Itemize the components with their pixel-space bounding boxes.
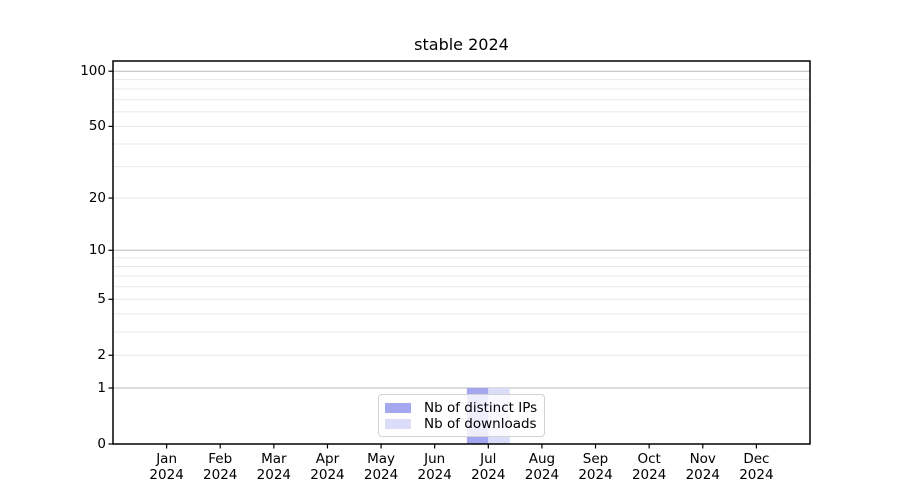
y-tick-label: 0 [97, 436, 106, 452]
legend-item-downloads: Nb of downloads [385, 416, 537, 432]
x-tick-label: Jan 2024 [149, 451, 184, 483]
x-tick-label: Sep 2024 [578, 451, 613, 483]
x-tick-label: Mar 2024 [256, 451, 292, 483]
y-tick-label: 1 [97, 380, 106, 396]
x-tick-label: Dec 2024 [739, 451, 774, 483]
x-tick-label: May 2024 [363, 451, 399, 483]
legend-item-distinct-ips: Nb of distinct IPs [385, 400, 538, 416]
x-tick-label: Jun 2024 [417, 451, 452, 483]
y-tick-label: 10 [88, 242, 106, 259]
x-tick-label: Apr 2024 [310, 451, 345, 483]
y-tick-label: 100 [80, 63, 106, 80]
x-tick-label: Oct 2024 [631, 451, 667, 483]
legend-swatch-downloads [385, 419, 411, 429]
x-tick-label: Jul 2024 [471, 451, 506, 483]
plot-border [112, 60, 811, 445]
x-tick-label: Feb 2024 [203, 451, 238, 483]
x-tick-label: Nov 2024 [685, 451, 720, 483]
legend-swatch-distinct-ips [385, 403, 411, 413]
legend: Nb of distinct IPs Nb of downloads [378, 394, 545, 437]
chart-title: stable 2024 [414, 35, 509, 54]
y-tick-label: 2 [97, 347, 106, 364]
y-tick-label: 20 [88, 190, 106, 207]
legend-label-distinct-ips: Nb of distinct IPs [424, 400, 538, 416]
y-tick-label: 50 [88, 118, 106, 135]
y-tick-label: 5 [97, 291, 106, 308]
x-tick-label: Aug 2024 [524, 451, 560, 483]
legend-label-downloads: Nb of downloads [424, 416, 537, 432]
